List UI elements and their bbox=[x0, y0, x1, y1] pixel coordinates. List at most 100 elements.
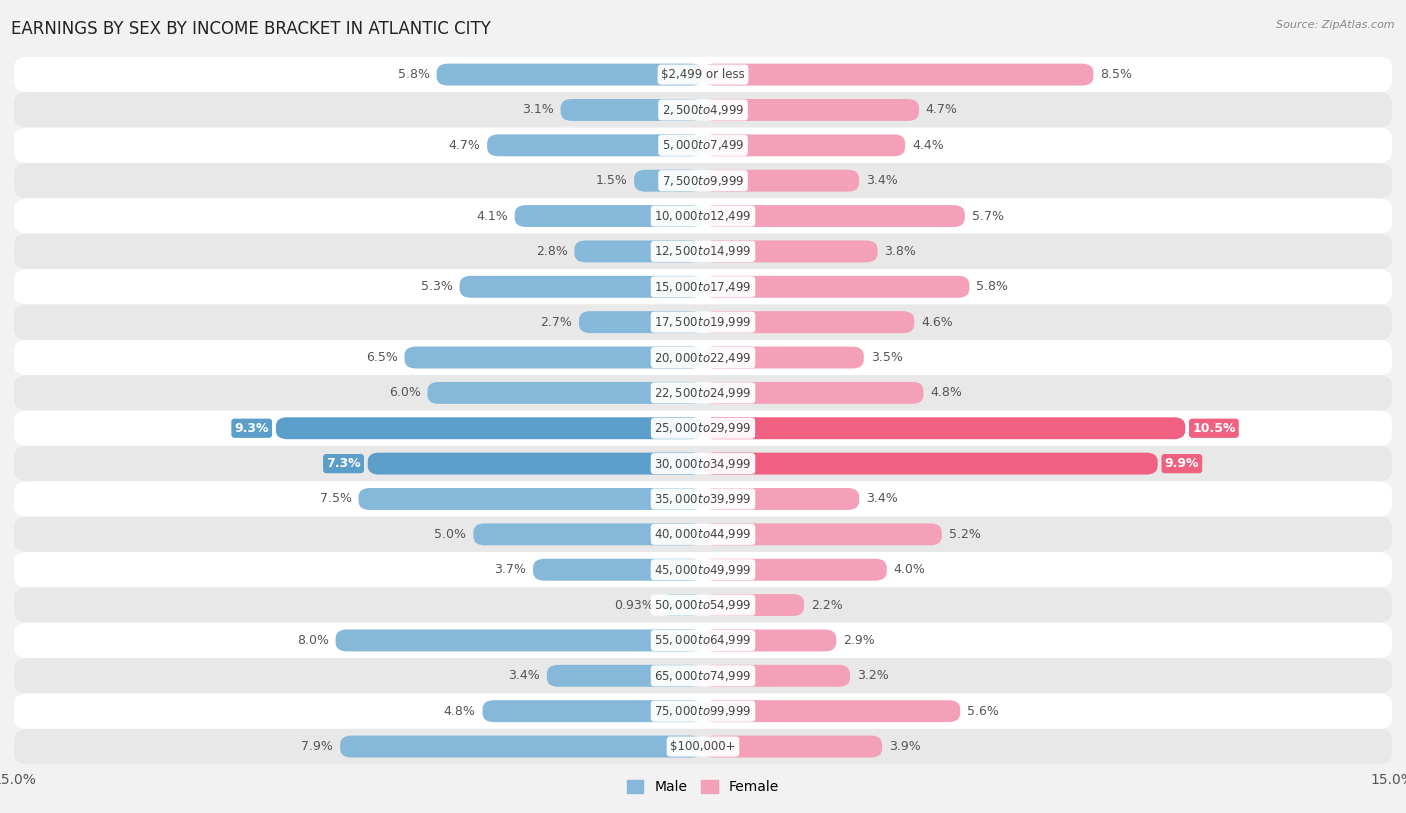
FancyBboxPatch shape bbox=[579, 311, 703, 333]
Text: 4.7%: 4.7% bbox=[925, 103, 957, 116]
FancyBboxPatch shape bbox=[703, 488, 859, 510]
FancyBboxPatch shape bbox=[336, 629, 703, 651]
Text: 3.2%: 3.2% bbox=[856, 669, 889, 682]
Text: $40,000 to $44,999: $40,000 to $44,999 bbox=[654, 528, 752, 541]
FancyBboxPatch shape bbox=[14, 92, 1392, 128]
FancyBboxPatch shape bbox=[482, 700, 703, 722]
Text: 2.2%: 2.2% bbox=[811, 598, 842, 611]
Text: 5.7%: 5.7% bbox=[972, 210, 1004, 223]
Text: $75,000 to $99,999: $75,000 to $99,999 bbox=[654, 704, 752, 718]
Text: 2.9%: 2.9% bbox=[844, 634, 875, 647]
FancyBboxPatch shape bbox=[703, 524, 942, 546]
Text: $12,500 to $14,999: $12,500 to $14,999 bbox=[654, 245, 752, 259]
Text: 6.0%: 6.0% bbox=[388, 386, 420, 399]
Text: 8.5%: 8.5% bbox=[1101, 68, 1132, 81]
FancyBboxPatch shape bbox=[703, 453, 1157, 475]
FancyBboxPatch shape bbox=[474, 524, 703, 546]
Text: 3.4%: 3.4% bbox=[866, 493, 898, 506]
Text: 5.3%: 5.3% bbox=[420, 280, 453, 293]
Text: $10,000 to $12,499: $10,000 to $12,499 bbox=[654, 209, 752, 223]
FancyBboxPatch shape bbox=[703, 700, 960, 722]
Text: 7.9%: 7.9% bbox=[301, 740, 333, 753]
FancyBboxPatch shape bbox=[14, 552, 1392, 587]
Text: 5.6%: 5.6% bbox=[967, 705, 1000, 718]
Text: $45,000 to $49,999: $45,000 to $49,999 bbox=[654, 563, 752, 576]
FancyBboxPatch shape bbox=[14, 411, 1392, 446]
Text: $17,500 to $19,999: $17,500 to $19,999 bbox=[654, 315, 752, 329]
Text: $15,000 to $17,499: $15,000 to $17,499 bbox=[654, 280, 752, 293]
Text: 3.4%: 3.4% bbox=[508, 669, 540, 682]
Text: $25,000 to $29,999: $25,000 to $29,999 bbox=[654, 421, 752, 435]
Text: $22,500 to $24,999: $22,500 to $24,999 bbox=[654, 386, 752, 400]
FancyBboxPatch shape bbox=[14, 198, 1392, 234]
FancyBboxPatch shape bbox=[14, 517, 1392, 552]
Text: $100,000+: $100,000+ bbox=[671, 740, 735, 753]
Text: $65,000 to $74,999: $65,000 to $74,999 bbox=[654, 669, 752, 683]
Text: $2,500 to $4,999: $2,500 to $4,999 bbox=[662, 103, 744, 117]
Text: 10.5%: 10.5% bbox=[1192, 422, 1236, 435]
FancyBboxPatch shape bbox=[703, 346, 863, 368]
Text: $2,499 or less: $2,499 or less bbox=[661, 68, 745, 81]
FancyBboxPatch shape bbox=[405, 346, 703, 368]
Text: 3.4%: 3.4% bbox=[866, 174, 898, 187]
Text: $20,000 to $22,499: $20,000 to $22,499 bbox=[654, 350, 752, 364]
FancyBboxPatch shape bbox=[427, 382, 703, 404]
Text: 3.9%: 3.9% bbox=[889, 740, 921, 753]
Text: 0.93%: 0.93% bbox=[613, 598, 654, 611]
Text: $50,000 to $54,999: $50,000 to $54,999 bbox=[654, 598, 752, 612]
FancyBboxPatch shape bbox=[14, 375, 1392, 411]
FancyBboxPatch shape bbox=[14, 234, 1392, 269]
Text: 4.8%: 4.8% bbox=[931, 386, 962, 399]
FancyBboxPatch shape bbox=[14, 481, 1392, 517]
FancyBboxPatch shape bbox=[703, 559, 887, 580]
FancyBboxPatch shape bbox=[14, 693, 1392, 729]
Text: EARNINGS BY SEX BY INCOME BRACKET IN ATLANTIC CITY: EARNINGS BY SEX BY INCOME BRACKET IN ATL… bbox=[11, 20, 491, 38]
Text: 4.0%: 4.0% bbox=[894, 563, 925, 576]
Text: 7.3%: 7.3% bbox=[326, 457, 361, 470]
FancyBboxPatch shape bbox=[14, 128, 1392, 163]
Text: 7.5%: 7.5% bbox=[319, 493, 352, 506]
FancyBboxPatch shape bbox=[460, 276, 703, 298]
FancyBboxPatch shape bbox=[14, 446, 1392, 481]
FancyBboxPatch shape bbox=[14, 659, 1392, 693]
FancyBboxPatch shape bbox=[359, 488, 703, 510]
Text: 3.5%: 3.5% bbox=[870, 351, 903, 364]
Text: 5.8%: 5.8% bbox=[976, 280, 1008, 293]
Text: 5.0%: 5.0% bbox=[434, 528, 467, 541]
FancyBboxPatch shape bbox=[703, 665, 851, 687]
Text: 4.1%: 4.1% bbox=[477, 210, 508, 223]
FancyBboxPatch shape bbox=[575, 241, 703, 263]
Text: 6.5%: 6.5% bbox=[366, 351, 398, 364]
Text: 9.3%: 9.3% bbox=[235, 422, 269, 435]
FancyBboxPatch shape bbox=[703, 205, 965, 227]
Text: 4.6%: 4.6% bbox=[921, 315, 953, 328]
FancyBboxPatch shape bbox=[661, 594, 703, 616]
Text: 3.1%: 3.1% bbox=[522, 103, 554, 116]
FancyBboxPatch shape bbox=[703, 241, 877, 263]
Text: 4.8%: 4.8% bbox=[444, 705, 475, 718]
FancyBboxPatch shape bbox=[561, 99, 703, 121]
FancyBboxPatch shape bbox=[703, 417, 1185, 439]
Legend: Male, Female: Male, Female bbox=[621, 775, 785, 800]
FancyBboxPatch shape bbox=[703, 134, 905, 156]
Text: 3.7%: 3.7% bbox=[495, 563, 526, 576]
Text: 8.0%: 8.0% bbox=[297, 634, 329, 647]
Text: 5.2%: 5.2% bbox=[949, 528, 980, 541]
FancyBboxPatch shape bbox=[703, 736, 882, 758]
Text: 5.8%: 5.8% bbox=[398, 68, 430, 81]
FancyBboxPatch shape bbox=[703, 276, 969, 298]
FancyBboxPatch shape bbox=[14, 163, 1392, 198]
FancyBboxPatch shape bbox=[634, 170, 703, 192]
FancyBboxPatch shape bbox=[14, 729, 1392, 764]
Text: 4.4%: 4.4% bbox=[912, 139, 943, 152]
FancyBboxPatch shape bbox=[533, 559, 703, 580]
FancyBboxPatch shape bbox=[703, 99, 920, 121]
FancyBboxPatch shape bbox=[547, 665, 703, 687]
FancyBboxPatch shape bbox=[14, 304, 1392, 340]
Text: $35,000 to $39,999: $35,000 to $39,999 bbox=[654, 492, 752, 506]
FancyBboxPatch shape bbox=[276, 417, 703, 439]
FancyBboxPatch shape bbox=[14, 623, 1392, 659]
FancyBboxPatch shape bbox=[515, 205, 703, 227]
FancyBboxPatch shape bbox=[368, 453, 703, 475]
Text: 3.8%: 3.8% bbox=[884, 245, 917, 258]
